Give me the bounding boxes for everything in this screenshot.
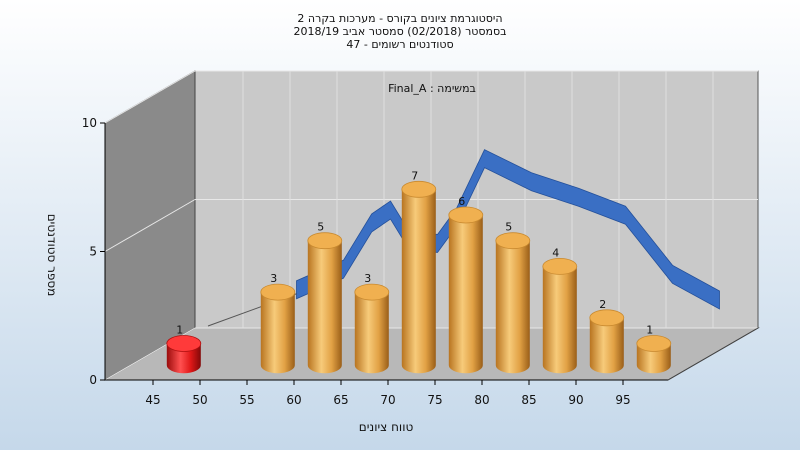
inset-task-label: Final_A : במשימה bbox=[388, 82, 476, 95]
data-label-55: 3 bbox=[270, 272, 277, 285]
bar-cap-70 bbox=[401, 180, 437, 198]
bar-90 bbox=[589, 309, 625, 374]
x-tick-label-75: 75 bbox=[427, 393, 442, 407]
bar-cap-60 bbox=[307, 232, 343, 250]
x-tick-label-60: 60 bbox=[286, 393, 301, 407]
bar-60 bbox=[307, 232, 343, 374]
chart-header: היסטוגרמת ציונים בקורס - מערכות בקרה 2 ב… bbox=[293, 12, 506, 51]
x-axis-title: טווח ציונים bbox=[359, 420, 414, 434]
data-label-60: 5 bbox=[317, 221, 324, 234]
x-tick-label-65: 65 bbox=[333, 393, 348, 407]
bar-body-70 bbox=[401, 189, 436, 374]
data-label-90: 2 bbox=[599, 298, 606, 311]
bar-cap-85 bbox=[542, 257, 578, 275]
grid-side-5 bbox=[104, 199, 196, 252]
bar-cap-90 bbox=[589, 309, 625, 327]
data-label-70: 7 bbox=[411, 169, 418, 182]
bar-cap-65 bbox=[354, 283, 390, 301]
data-label-45: 1 bbox=[176, 324, 183, 337]
data-label-95: 1 bbox=[646, 324, 653, 337]
bar-cap-55 bbox=[260, 283, 296, 301]
data-label-80: 5 bbox=[505, 221, 512, 234]
data-label-75: 6 bbox=[458, 195, 465, 208]
bar-body-55 bbox=[260, 292, 295, 374]
bar-95 bbox=[636, 335, 672, 374]
x-tick-label-80: 80 bbox=[474, 393, 489, 407]
bar-body-45 bbox=[166, 343, 201, 374]
bar-85 bbox=[542, 257, 578, 374]
bar-cap-80 bbox=[495, 232, 531, 250]
data-label-85: 4 bbox=[552, 246, 559, 259]
x-tick-label-55: 55 bbox=[239, 393, 254, 407]
y-tick-label-10: 10 bbox=[82, 116, 97, 130]
bar-45 bbox=[166, 335, 202, 374]
bar-body-95 bbox=[636, 343, 671, 374]
bar-body-75 bbox=[448, 215, 483, 374]
bar-75 bbox=[448, 206, 484, 374]
bar-cap-95 bbox=[636, 335, 672, 352]
bar-55 bbox=[260, 283, 296, 374]
bar-cap-45 bbox=[166, 335, 202, 352]
bar-body-60 bbox=[307, 240, 342, 374]
grid-side-10 bbox=[104, 70, 196, 124]
bar-cap-75 bbox=[448, 206, 484, 224]
bar-body-65 bbox=[354, 292, 389, 374]
x-tick-label-85: 85 bbox=[521, 393, 536, 407]
bar-70 bbox=[401, 180, 437, 374]
bar-body-80 bbox=[495, 240, 530, 374]
bar-80 bbox=[495, 232, 531, 374]
bar-body-85 bbox=[542, 266, 577, 374]
chart-subtitle-students: סטודנטים רשומים - 47 bbox=[346, 38, 453, 51]
floor-right-edge bbox=[667, 327, 759, 381]
x-tick-label-95: 95 bbox=[615, 393, 630, 407]
bar-65 bbox=[354, 283, 390, 374]
x-tick-label-50: 50 bbox=[192, 393, 207, 407]
chart-subtitle-semester: בסמסטר (02/2018) סמסטר אביב 2018/19 bbox=[293, 25, 506, 38]
bar-body-90 bbox=[589, 317, 624, 374]
data-label-65: 3 bbox=[364, 272, 371, 285]
y-tick-label-0: 0 bbox=[89, 373, 97, 387]
y-axis-title: מספר סטודנטים bbox=[45, 214, 59, 297]
x-tick-label-90: 90 bbox=[568, 393, 583, 407]
chart-title: היסטוגרמת ציונים בקורס - מערכות בקרה 2 bbox=[297, 12, 502, 25]
x-tick-label-45: 45 bbox=[145, 393, 160, 407]
x-tick-label-70: 70 bbox=[380, 393, 395, 407]
y-tick-label-5: 5 bbox=[89, 245, 97, 259]
